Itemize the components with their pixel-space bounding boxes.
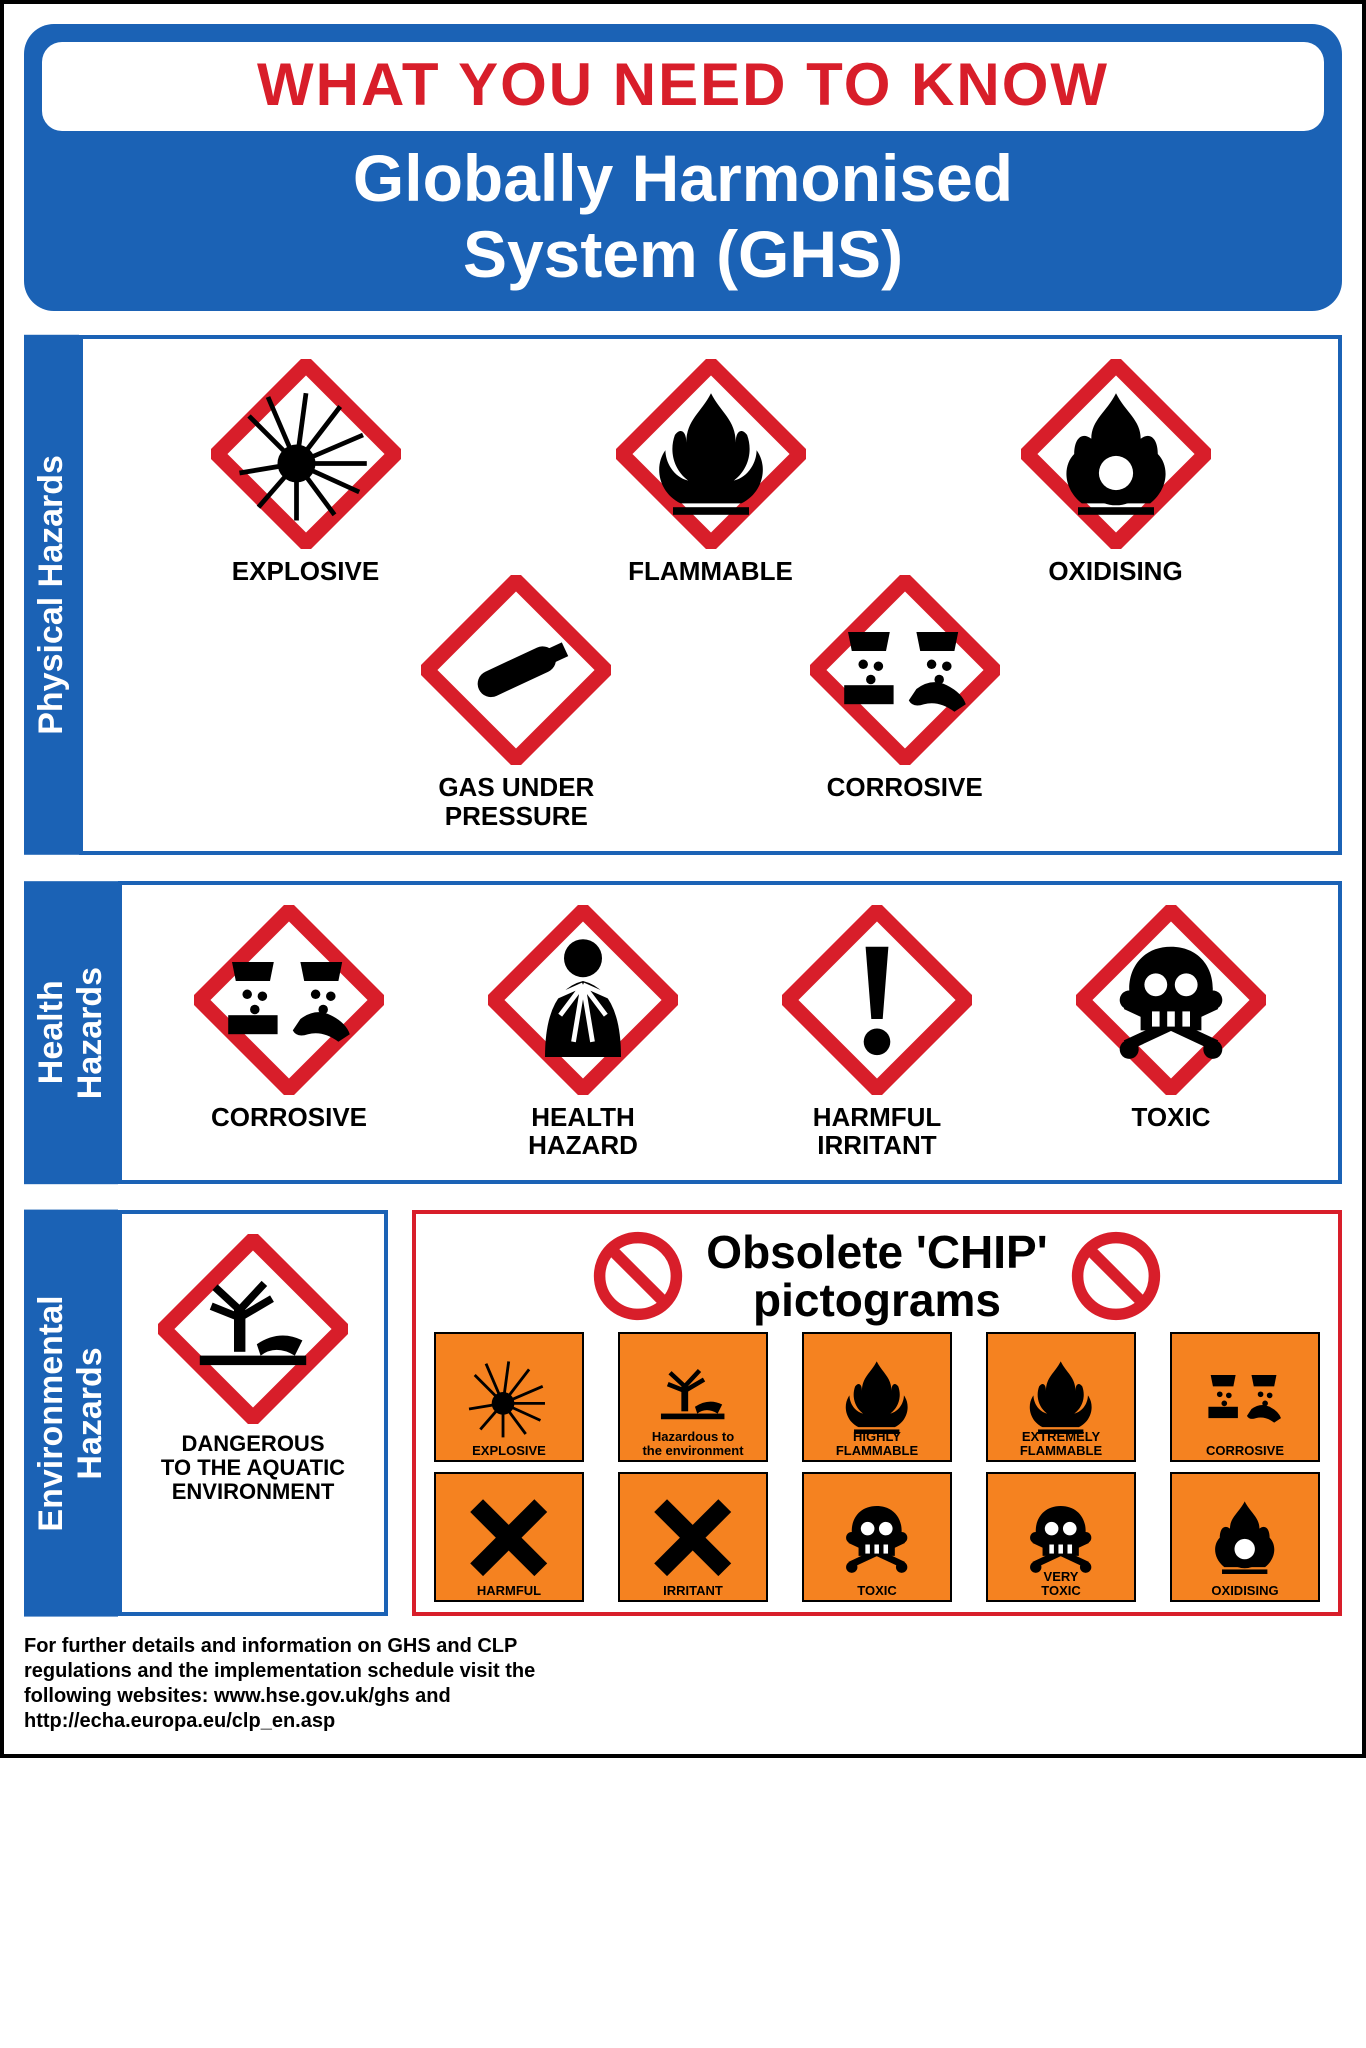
chip-pictogram-icon: Hazardous tothe environment	[618, 1332, 768, 1462]
hazard-aquatic: DANGEROUSTO THE AQUATICENVIRONMENT	[158, 1234, 348, 1505]
chip-panel: Obsolete 'CHIP' pictograms EXPLOSIVE Haz…	[412, 1210, 1342, 1617]
chip-pictogram-icon: CORROSIVE	[1170, 1332, 1320, 1462]
chip-grid: EXPLOSIVE Hazardous tothe environment HI…	[434, 1332, 1320, 1602]
chip-pictogram-icon: HIGHLYFLAMMABLE	[802, 1332, 952, 1462]
chip-chip-oxidising: OXIDISING	[1170, 1472, 1320, 1602]
hazard-skull: TOXIC	[1076, 905, 1266, 1160]
chip-chip-skull: VERYTOXIC	[986, 1472, 1136, 1602]
hazard-label: OXIDISING	[1048, 557, 1182, 586]
chip-label: EXPLOSIVE	[436, 1444, 582, 1458]
chip-label: VERYTOXIC	[988, 1570, 1134, 1597]
environmental-column: Environmental Hazards DANGEROUSTO THE AQ…	[24, 1210, 388, 1617]
ghs-diamond-icon	[1076, 905, 1266, 1095]
chip-label: EXTREMELYFLAMMABLE	[988, 1430, 1134, 1457]
hazard-label: HARMFULIRRITANT	[813, 1103, 942, 1160]
chip-label: HARMFUL	[436, 1584, 582, 1598]
panel-physical: EXPLOSIVE FLAMMABLE OXIDISING GAS UNDERP…	[79, 335, 1342, 855]
hazard-flame: FLAMMABLE	[616, 359, 806, 586]
chip-chip-explosive: EXPLOSIVE	[434, 1332, 584, 1462]
chip-pictogram-icon: EXPLOSIVE	[434, 1332, 584, 1462]
title-red: WHAT YOU NEED TO KNOW	[62, 50, 1304, 119]
ghs-diamond-icon	[488, 905, 678, 1095]
chip-chip-skull: TOXIC	[802, 1472, 952, 1602]
chip-label: TOXIC	[804, 1584, 950, 1598]
chip-pictogram-icon: HARMFUL	[434, 1472, 584, 1602]
chip-label: OXIDISING	[1172, 1584, 1318, 1598]
chip-chip-flame: HIGHLYFLAMMABLE	[802, 1332, 952, 1462]
hazard-label: DANGEROUSTO THE AQUATICENVIRONMENT	[161, 1432, 345, 1505]
chip-chip-cross: IRRITANT	[618, 1472, 768, 1602]
chip-pictogram-icon: OXIDISING	[1170, 1472, 1320, 1602]
hazard-exclaim: HARMFULIRRITANT	[782, 905, 972, 1160]
header-box: WHAT YOU NEED TO KNOW Globally Harmonise…	[24, 24, 1342, 311]
ghs-diamond-icon	[1021, 359, 1211, 549]
bottom-row: Environmental Hazards DANGEROUSTO THE AQ…	[24, 1210, 1342, 1617]
section-label-environmental: Environmental Hazards	[24, 1210, 118, 1617]
section-label-physical: Physical Hazards	[24, 335, 79, 855]
ghs-diamond-icon	[194, 905, 384, 1095]
chip-chip-corrosive: CORROSIVE	[1170, 1332, 1320, 1462]
ghs-diamond-icon	[421, 575, 611, 765]
header-inner: WHAT YOU NEED TO KNOW	[42, 42, 1324, 131]
ghs-diamond-icon	[782, 905, 972, 1095]
hazard-label: CORROSIVE	[211, 1103, 367, 1132]
ghs-diamond-icon	[810, 575, 1000, 765]
chip-label: Hazardous tothe environment	[620, 1430, 766, 1457]
hazard-oxidising: OXIDISING	[1021, 359, 1211, 586]
section-health: Health Hazards CORROSIVE HEALTHHAZARD HA…	[24, 881, 1342, 1184]
section-physical: Physical Hazards EXPLOSIVE FLAMMABLE OXI…	[24, 335, 1342, 855]
hazard-gas: GAS UNDERPRESSURE	[421, 575, 611, 830]
row-health: CORROSIVE HEALTHHAZARD HARMFULIRRITANT T…	[142, 905, 1318, 1160]
hazard-label: HEALTHHAZARD	[528, 1103, 638, 1160]
hazard-label: EXPLOSIVE	[232, 557, 379, 586]
chip-pictogram-icon: VERYTOXIC	[986, 1472, 1136, 1602]
hazard-explosive: EXPLOSIVE	[211, 359, 401, 586]
chip-chip-flame: EXTREMELYFLAMMABLE	[986, 1332, 1136, 1462]
hazard-health: HEALTHHAZARD	[488, 905, 678, 1160]
row-physical-1: EXPLOSIVE FLAMMABLE OXIDISING	[103, 359, 1318, 586]
poster: WHAT YOU NEED TO KNOW Globally Harmonise…	[0, 0, 1366, 1758]
hazard-corrosive: CORROSIVE	[194, 905, 384, 1160]
prohibition-icon	[590, 1228, 686, 1324]
panel-health: CORROSIVE HEALTHHAZARD HARMFULIRRITANT T…	[118, 881, 1342, 1184]
section-label-health: Health Hazards	[24, 881, 118, 1184]
hazard-label: CORROSIVE	[827, 773, 983, 802]
chip-label: CORROSIVE	[1172, 1444, 1318, 1458]
chip-pictogram-icon: EXTREMELYFLAMMABLE	[986, 1332, 1136, 1462]
chip-pictogram-icon: IRRITANT	[618, 1472, 768, 1602]
chip-chip-cross: HARMFUL	[434, 1472, 584, 1602]
chip-label: HIGHLYFLAMMABLE	[804, 1430, 950, 1457]
chip-title: Obsolete 'CHIP' pictograms	[706, 1228, 1047, 1325]
panel-environmental: DANGEROUSTO THE AQUATICENVIRONMENT	[118, 1210, 388, 1617]
chip-chip-aquatic: Hazardous tothe environment	[618, 1332, 768, 1462]
hazard-label: GAS UNDERPRESSURE	[438, 773, 594, 830]
chip-header: Obsolete 'CHIP' pictograms	[434, 1228, 1320, 1325]
ghs-diamond-icon	[211, 359, 401, 549]
chip-label: IRRITANT	[620, 1584, 766, 1598]
chip-pictogram-icon: TOXIC	[802, 1472, 952, 1602]
hazard-label: TOXIC	[1132, 1103, 1211, 1132]
title-white: Globally Harmonised System (GHS)	[42, 141, 1324, 293]
prohibition-icon	[1068, 1228, 1164, 1324]
footer-text: For further details and information on G…	[24, 1634, 584, 1734]
ghs-diamond-icon	[158, 1234, 348, 1424]
hazard-label: FLAMMABLE	[628, 557, 793, 586]
row-physical-2: GAS UNDERPRESSURE CORROSIVE	[103, 575, 1318, 830]
ghs-diamond-icon	[616, 359, 806, 549]
hazard-corrosive: CORROSIVE	[810, 575, 1000, 830]
